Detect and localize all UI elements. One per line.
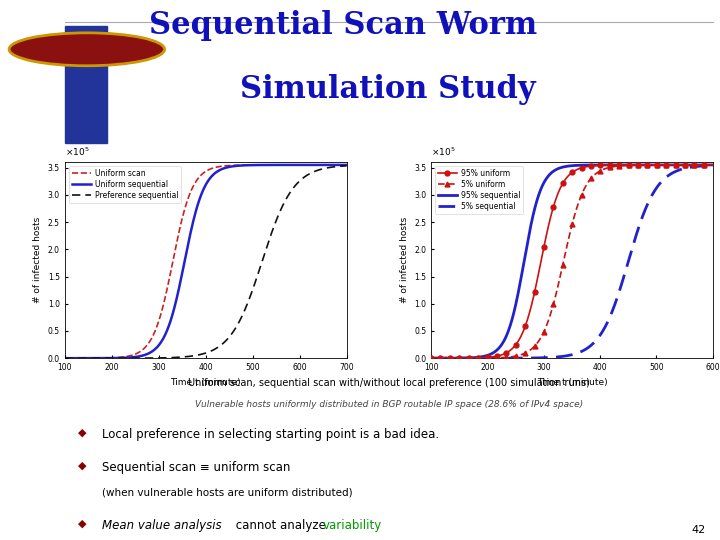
Line: 5% sequential: 5% sequential (431, 165, 713, 358)
Uniform scan (188, 185, 197, 191)
5% uniform (554, 280, 563, 287)
95% uniform (708, 161, 717, 168)
5% sequential (499, 355, 508, 361)
Uniform scan (60, 355, 69, 361)
5% sequential (708, 162, 717, 168)
5% sequential (639, 212, 647, 218)
5% sequential (477, 355, 485, 361)
Line: Uniform scan: Uniform scan (65, 165, 346, 358)
Text: cannot analyze: cannot analyze (232, 519, 330, 532)
95% sequential (593, 161, 601, 168)
Preference sequential (110, 355, 119, 361)
5% uniform (427, 355, 436, 361)
95% sequential (708, 161, 717, 168)
5% uniform (615, 163, 624, 169)
Uniform sequential (248, 162, 257, 168)
Uniform sequential (110, 355, 119, 361)
Uniform sequential (342, 161, 351, 168)
5% uniform (499, 354, 508, 361)
95% sequential (477, 354, 485, 360)
95% sequential (427, 355, 436, 361)
X-axis label: Time t (minute): Time t (minute) (536, 377, 607, 387)
Text: (when vulnerable hosts are uniform distributed): (when vulnerable hosts are uniform distr… (102, 488, 353, 497)
Line: Uniform sequential: Uniform sequential (65, 165, 346, 358)
Line: 95% uniform: 95% uniform (428, 163, 715, 361)
Text: $\times 10^5$: $\times 10^5$ (65, 146, 89, 158)
5% uniform (708, 161, 717, 168)
Uniform scan (227, 162, 235, 168)
5% sequential (615, 288, 624, 295)
Circle shape (9, 33, 165, 66)
95% sequential (615, 161, 624, 168)
Text: Local preference in selecting starting point is a bad idea.: Local preference in selecting starting p… (102, 428, 439, 441)
Uniform sequential (60, 355, 69, 361)
95% uniform (639, 161, 647, 168)
5% uniform (593, 170, 601, 176)
Text: 42: 42 (691, 524, 706, 535)
Text: ◆: ◆ (78, 461, 86, 471)
Text: Mean value analysis: Mean value analysis (102, 519, 222, 532)
Preference sequential (133, 355, 142, 361)
Line: Preference sequential: Preference sequential (65, 166, 346, 358)
5% uniform (639, 162, 647, 168)
Uniform sequential (227, 164, 235, 170)
Legend: 95% uniform, 5% uniform, 95% sequential, 5% sequential: 95% uniform, 5% uniform, 95% sequential,… (435, 166, 523, 214)
95% sequential (499, 339, 508, 345)
5% sequential (554, 354, 563, 360)
Y-axis label: # of infected hosts: # of infected hosts (33, 217, 42, 303)
Preference sequential (342, 163, 351, 169)
Preference sequential (227, 332, 235, 338)
Uniform scan (248, 162, 257, 168)
Preference sequential (248, 286, 257, 292)
5% uniform (477, 355, 485, 361)
95% uniform (593, 163, 601, 169)
Legend: Uniform scan, Uniform sequential, Preference sequential: Uniform scan, Uniform sequential, Prefer… (68, 166, 181, 203)
Preference sequential (273, 215, 282, 222)
Uniform sequential (188, 222, 197, 228)
Text: Uniform scan, sequential scan with/without local preference (100 simulation runs: Uniform scan, sequential scan with/witho… (188, 378, 590, 388)
95% uniform (499, 351, 508, 357)
Text: ◆: ◆ (78, 519, 86, 529)
Line: 5% uniform: 5% uniform (428, 163, 715, 361)
95% sequential (554, 165, 563, 172)
5% sequential (427, 355, 436, 361)
95% uniform (615, 162, 624, 168)
Preference sequential (188, 353, 197, 359)
95% uniform (554, 189, 563, 195)
Text: variability: variability (323, 519, 382, 532)
Preference sequential (60, 355, 69, 361)
Text: $\times 10^5$: $\times 10^5$ (431, 146, 456, 158)
Uniform scan (110, 354, 119, 361)
Text: Sequential Scan Worm: Sequential Scan Worm (149, 10, 537, 40)
Text: Vulnerable hosts uniformly distributed in BGP routable IP space (28.6% of IPv4 s: Vulnerable hosts uniformly distributed i… (194, 400, 583, 409)
95% uniform (427, 355, 436, 361)
5% sequential (593, 336, 601, 342)
Text: ◆: ◆ (78, 428, 86, 438)
Text: Simulation Study: Simulation Study (240, 74, 536, 105)
Uniform scan (133, 350, 142, 356)
Line: 95% sequential: 95% sequential (431, 165, 713, 358)
Uniform sequential (133, 354, 142, 360)
Text: Sequential scan ≡ uniform scan: Sequential scan ≡ uniform scan (102, 461, 291, 474)
Y-axis label: # of infected hosts: # of infected hosts (400, 217, 408, 303)
Uniform scan (342, 161, 351, 168)
Bar (65, 26, 107, 143)
Uniform sequential (273, 161, 282, 168)
95% uniform (477, 355, 485, 361)
95% sequential (639, 161, 647, 168)
X-axis label: Time t (minute): Time t (minute) (171, 377, 241, 387)
Uniform scan (273, 161, 282, 168)
